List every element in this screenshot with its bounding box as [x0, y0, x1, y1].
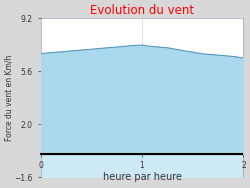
X-axis label: heure par heure: heure par heure [102, 172, 182, 182]
Y-axis label: Force du vent en Km/h: Force du vent en Km/h [4, 55, 13, 141]
Title: Evolution du vent: Evolution du vent [90, 4, 194, 17]
